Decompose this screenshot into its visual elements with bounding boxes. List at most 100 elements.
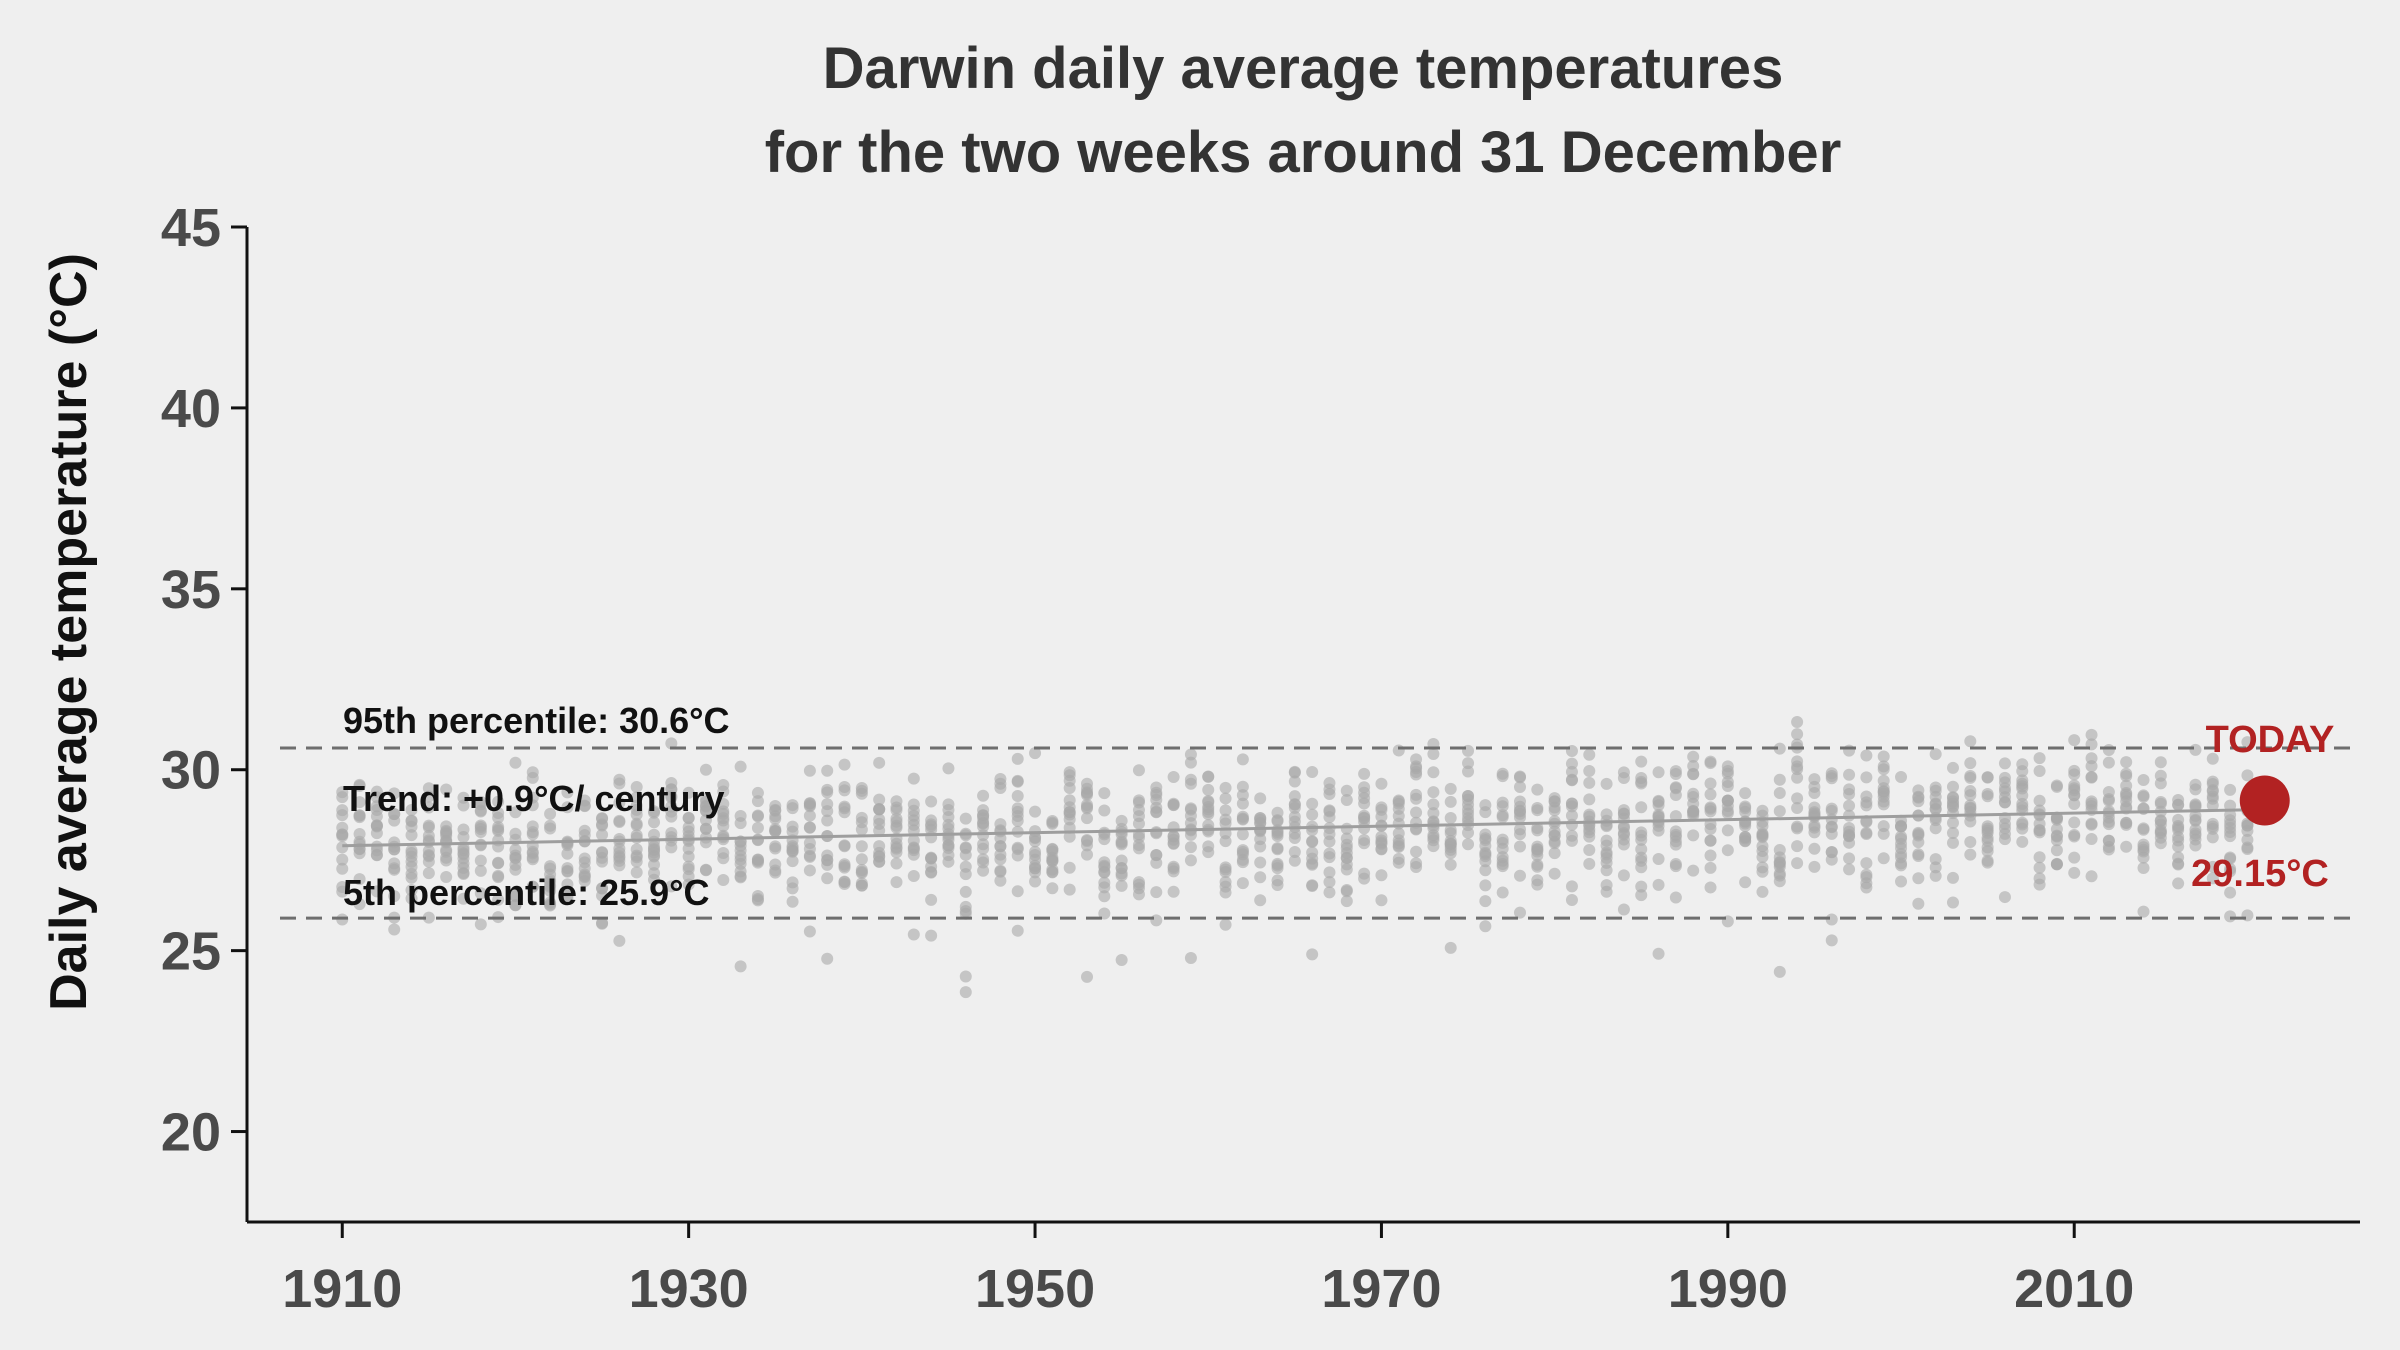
scatter-point — [838, 840, 851, 853]
scatter-point — [2085, 728, 2098, 741]
scatter-point — [1167, 885, 1180, 898]
scatter-point — [1150, 914, 1163, 927]
scatter-point — [873, 756, 886, 769]
scatter-point — [1791, 822, 1804, 835]
scatter-point — [2154, 814, 2167, 827]
scatter-point — [2137, 790, 2150, 803]
scatter-point — [1617, 903, 1630, 916]
scatter-point — [2016, 774, 2029, 787]
scatter-point — [1202, 825, 1215, 838]
scatter-point — [1340, 863, 1353, 876]
scatter-point — [1756, 861, 1769, 874]
scatter-point — [1635, 889, 1648, 902]
today-label: TODAY — [2206, 719, 2335, 761]
scatter-point — [1029, 832, 1042, 845]
scatter-point — [1548, 837, 1561, 850]
scatter-point — [1375, 836, 1388, 849]
scatter-point — [821, 952, 834, 965]
scatter-point — [422, 867, 435, 880]
scatter-point — [1739, 876, 1752, 889]
scatter-point — [1184, 777, 1197, 790]
scatter-point — [336, 821, 349, 834]
scatter-point — [1081, 777, 1094, 790]
scatter-point — [1791, 771, 1804, 784]
scatter-point — [474, 887, 487, 900]
scatter-point — [890, 804, 903, 817]
scatter-point — [492, 811, 505, 824]
scatter-point — [2206, 792, 2219, 805]
scatter-point — [648, 843, 661, 856]
scatter-point — [388, 787, 401, 800]
scatter-point — [1583, 776, 1596, 789]
scatter-point — [751, 809, 764, 822]
scatter-point — [405, 814, 418, 827]
scatter-point — [734, 760, 747, 773]
scatter-point — [1877, 852, 1890, 865]
x-tick-label: 1910 — [282, 1259, 402, 1319]
scatter-point — [2068, 830, 2081, 843]
scatter-point — [561, 865, 574, 878]
scatter-point — [2224, 830, 2237, 843]
chart-title-line-2: for the two weeks around 31 December — [765, 120, 1842, 185]
scatter-point — [803, 821, 816, 834]
scatter-point — [336, 862, 349, 875]
scatter-point — [1029, 805, 1042, 818]
scatter-point — [336, 791, 349, 804]
scatter-point — [1202, 770, 1215, 783]
scatter-point — [1635, 880, 1648, 893]
scatter-point — [526, 799, 539, 812]
scatter-point — [1306, 857, 1319, 870]
scatter-point — [1496, 842, 1509, 855]
scatter-point — [1583, 764, 1596, 777]
scatter-point — [1669, 788, 1682, 801]
scatter-point — [336, 809, 349, 822]
scatter-point — [370, 819, 383, 832]
scatter-point — [422, 821, 435, 834]
scatter-point — [1704, 849, 1717, 862]
scatter-point — [1462, 838, 1475, 851]
scatter-point — [1825, 827, 1838, 840]
scatter-point — [1340, 838, 1353, 851]
scatter-point — [440, 870, 453, 883]
scatter-point — [596, 828, 609, 841]
scatter-point — [751, 834, 764, 847]
scatter-point — [977, 804, 990, 817]
scatter-point — [474, 820, 487, 833]
scatter-point — [1843, 787, 1856, 800]
scatter-point — [1704, 755, 1717, 768]
scatter-point — [1791, 715, 1804, 728]
scatter-point — [370, 800, 383, 813]
scatter-point — [1288, 775, 1301, 788]
scatter-point — [734, 865, 747, 878]
scatter-point — [1479, 850, 1492, 863]
scatter-point — [1236, 780, 1249, 793]
scatter-point — [838, 784, 851, 797]
scatter-point — [2033, 764, 2046, 777]
scatter-point — [2050, 823, 2063, 836]
scatter-point — [630, 829, 643, 842]
scatter-point — [803, 842, 816, 855]
scatter-point — [1184, 802, 1197, 815]
scatter-point — [1825, 913, 1838, 926]
scatter-point — [1098, 890, 1111, 903]
scatter-point — [630, 780, 643, 793]
scatter-point — [1462, 765, 1475, 778]
scatter-point — [1202, 794, 1215, 807]
scatter-point — [959, 885, 972, 898]
scatter-point — [665, 880, 678, 893]
scatter-point — [2206, 784, 2219, 797]
scatter-point — [1808, 821, 1821, 834]
scatter-point — [803, 809, 816, 822]
scatter-point — [1132, 764, 1145, 777]
scatter-point — [1860, 771, 1873, 784]
scatter-point — [509, 863, 522, 876]
scatter-point — [1184, 952, 1197, 965]
scatter-point — [786, 895, 799, 908]
scatter-point — [1565, 880, 1578, 893]
scatter-point — [1531, 824, 1544, 837]
scatter-point — [1998, 771, 2011, 784]
scatter-point — [1617, 808, 1630, 821]
scatter-point — [2241, 833, 2254, 846]
scatter-point — [1548, 804, 1561, 817]
scatter-point — [422, 911, 435, 924]
